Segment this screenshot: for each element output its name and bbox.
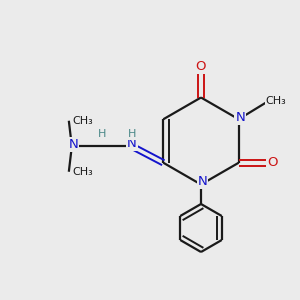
Text: H: H	[128, 129, 136, 139]
Text: N: N	[127, 137, 137, 150]
Text: CH₃: CH₃	[266, 96, 286, 106]
Text: O: O	[196, 59, 206, 73]
Text: CH₃: CH₃	[72, 116, 93, 126]
Text: N: N	[235, 111, 245, 124]
Text: N: N	[198, 175, 207, 188]
Text: O: O	[267, 156, 278, 169]
Text: CH₃: CH₃	[72, 167, 93, 177]
Text: N: N	[68, 138, 78, 151]
Text: H: H	[98, 129, 106, 139]
